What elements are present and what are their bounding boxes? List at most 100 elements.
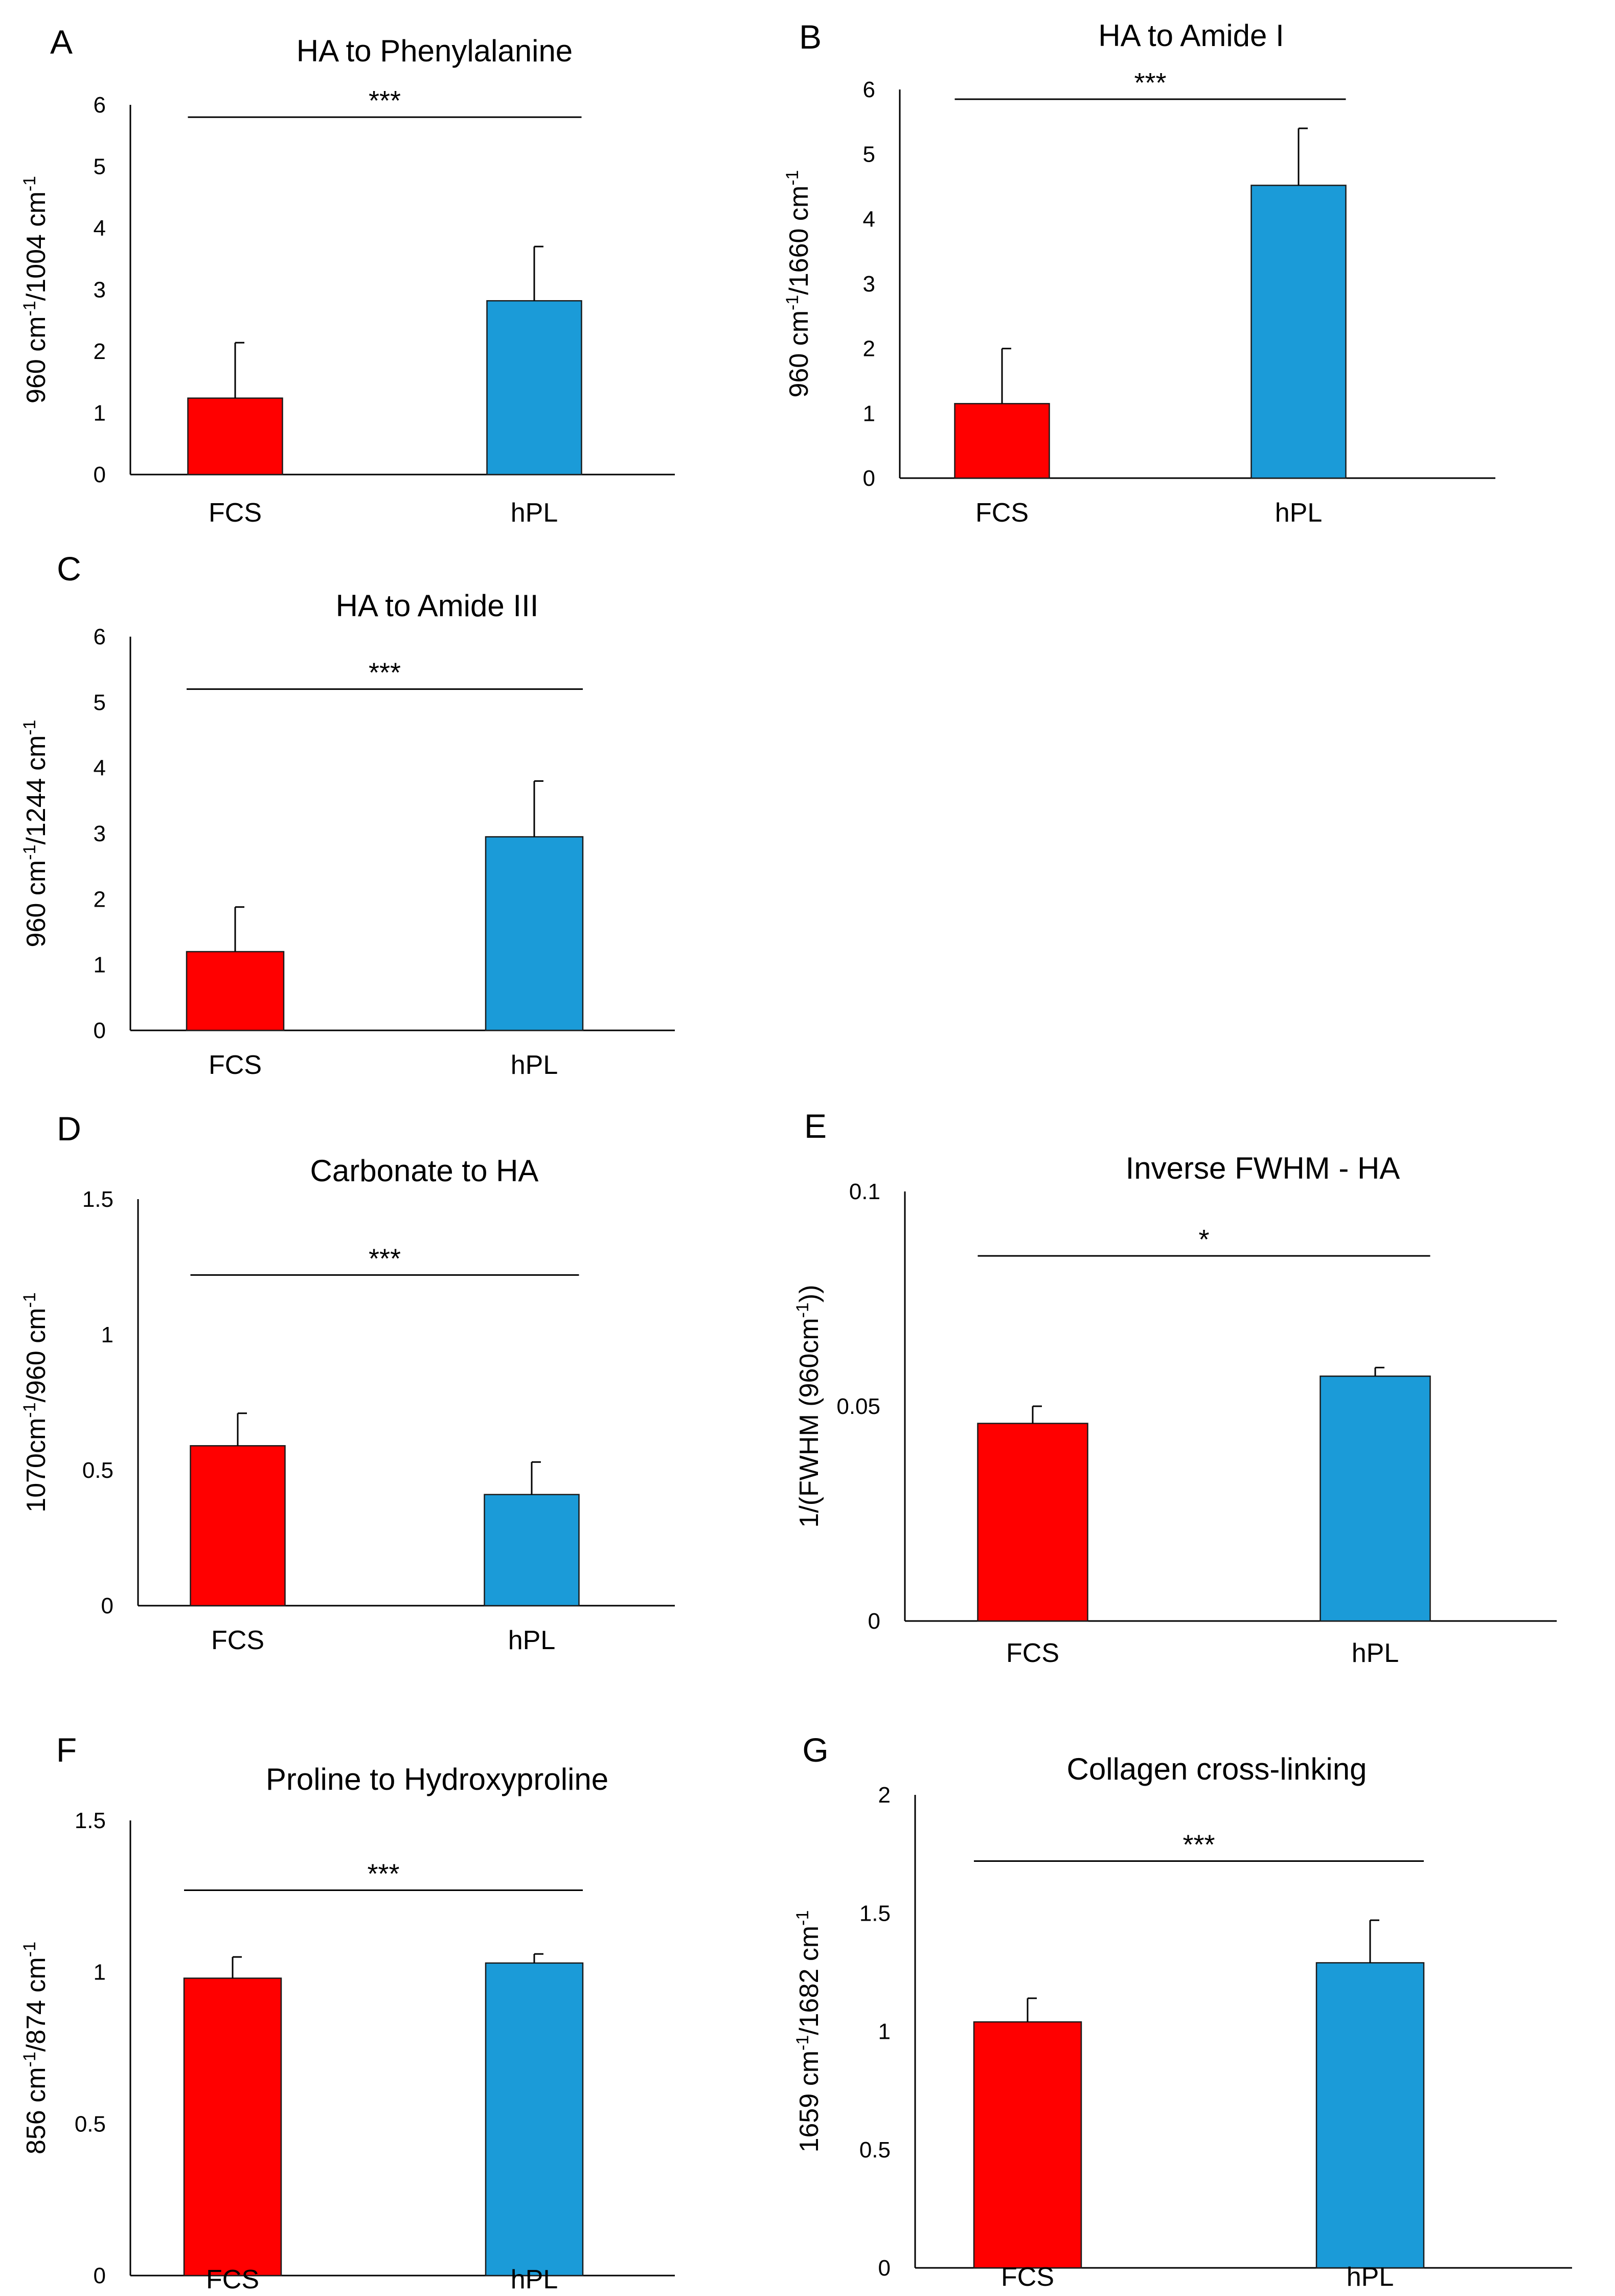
panel-letter-f: F — [56, 1731, 77, 1769]
panel-letter-g: G — [802, 1731, 828, 1769]
y-tick-label-f: 1 — [94, 1960, 106, 1985]
y-tick-label-f: 0 — [94, 2263, 106, 2288]
significance-marker-a: *** — [369, 85, 401, 116]
y-tick-label-g: 0.5 — [859, 2137, 891, 2163]
y-tick-label-c: 5 — [94, 690, 106, 715]
bar-hpl-a — [486, 300, 582, 476]
y-axis-label-g: 1659 cm-1/1682 cm-1 — [793, 1910, 824, 2153]
y-tick-label-g: 1.5 — [859, 1901, 891, 1926]
panel-letter-b: B — [799, 18, 822, 56]
bar-fcs-c — [186, 951, 285, 1031]
y-tick-label-c: 4 — [94, 756, 106, 781]
y-tick-label-d: 1 — [101, 1322, 113, 1347]
category-label-hpl-b: hPL — [1275, 498, 1323, 528]
bar-fcs-f — [183, 1977, 282, 2277]
bar-hpl-c — [485, 836, 584, 1031]
chart-panel-e: E Inverse FWHM - HA 1/(FWHM (960cm-1)) 0 0.0… — [793, 1107, 1557, 1668]
bar-hpl-g — [1315, 1962, 1425, 2269]
y-axis-label-a: 960 cm-1/1004 cm-1 — [20, 176, 51, 403]
significance-marker-e: * — [1198, 1224, 1209, 1255]
chart-panel-b: B HA to Amide I 960 cm-1/1660 cm-1 0 1 2 3 4 5 6 F… — [783, 18, 1495, 528]
bar-hpl-b — [1250, 185, 1347, 479]
significance-marker-b: *** — [1134, 67, 1166, 98]
category-label-fcs-a: FCS — [209, 498, 262, 528]
y-axis-label-b: 960 cm-1/1660 cm-1 — [783, 170, 814, 398]
significance-marker-c: *** — [369, 658, 401, 688]
y-tick-label-f: 1.5 — [75, 1808, 106, 1833]
y-tick-label-a: 0 — [94, 462, 106, 487]
y-tick-label-d: 0.5 — [82, 1458, 113, 1483]
y-tick-label-b: 1 — [863, 401, 875, 426]
y-tick-label-c: 1 — [94, 953, 106, 978]
y-tick-label-a: 3 — [94, 278, 106, 303]
y-tick-label-b: 6 — [863, 77, 875, 102]
y-tick-label-b: 0 — [863, 466, 875, 491]
y-axis-label-d: 1070cm-1/960 cm-1 — [20, 1292, 51, 1512]
y-tick-label-g: 0 — [878, 2256, 891, 2281]
y-tick-label-a: 2 — [94, 339, 106, 364]
bar-fcs-g — [973, 2021, 1082, 2269]
chart-title-a: HA to Phenylalanine — [297, 34, 573, 68]
chart-title-g: Collagen cross-linking — [1067, 1752, 1367, 1786]
significance-marker-g: *** — [1182, 1830, 1215, 1860]
panel-letter-e: E — [804, 1107, 827, 1145]
chart-title-c: HA to Amide III — [336, 589, 539, 623]
category-label-hpl-g: hPL — [1347, 2262, 1394, 2292]
y-tick-label-e: 0.05 — [836, 1394, 880, 1419]
y-tick-label-c: 3 — [94, 821, 106, 846]
y-tick-label-f: 0.5 — [75, 2111, 106, 2136]
chart-panel-g: G Collagen cross-linking 1659 cm-1/1682 cm… — [793, 1731, 1572, 2292]
chart-panel-f: F Proline to Hydroxyproline 856 cm-1/874 c… — [20, 1731, 675, 2294]
chart-panel-a: A HA to Phenylalanine 960 cm-1/1004 cm-1 0 1… — [20, 23, 675, 528]
category-label-fcs-g: FCS — [1001, 2262, 1054, 2292]
panel-letter-d: D — [57, 1110, 81, 1147]
category-label-fcs-d: FCS — [211, 1626, 264, 1655]
category-label-fcs-f: FCS — [206, 2265, 259, 2294]
bar-fcs-a — [187, 397, 283, 476]
bar-fcs-e — [977, 1423, 1088, 1622]
chart-title-f: Proline to Hydroxyproline — [266, 1762, 608, 1796]
y-tick-label-c: 2 — [94, 887, 106, 912]
bar-hpl-f — [485, 1962, 584, 2277]
significance-marker-d: *** — [369, 1243, 401, 1274]
y-tick-label-c: 0 — [94, 1018, 106, 1043]
panel-letter-c: C — [57, 550, 81, 588]
category-label-hpl-e: hPL — [1352, 1638, 1399, 1668]
category-label-hpl-d: hPL — [508, 1626, 556, 1655]
y-tick-label-a: 1 — [94, 401, 106, 426]
category-label-hpl-c: hPL — [511, 1050, 558, 1080]
y-tick-label-a: 6 — [94, 93, 106, 118]
bar-hpl-d — [484, 1494, 580, 1607]
significance-marker-f: *** — [367, 1858, 399, 1889]
category-label-fcs-c: FCS — [209, 1050, 262, 1080]
y-tick-label-d: 1.5 — [82, 1187, 113, 1212]
y-axis-label-c: 960 cm-1/1244 cm-1 — [20, 720, 51, 948]
y-tick-label-e: 0 — [868, 1609, 880, 1634]
y-tick-label-e: 0.1 — [849, 1179, 880, 1204]
chart-panel-c: C HA to Amide III 960 cm-1/1244 cm-1 0 1 2 3 4 5… — [20, 550, 675, 1080]
chart-title-e: Inverse FWHM - HA — [1126, 1151, 1400, 1185]
y-tick-label-c: 6 — [94, 624, 106, 649]
y-tick-label-b: 2 — [863, 336, 875, 362]
category-label-hpl-f: hPL — [511, 2265, 558, 2294]
category-label-fcs-b: FCS — [975, 498, 1029, 528]
y-tick-label-b: 3 — [863, 272, 875, 297]
y-axis-label-e: 1/(FWHM (960cm-1)) — [793, 1285, 824, 1527]
chart-title-b: HA to Amide I — [1098, 18, 1284, 53]
bar-hpl-e — [1320, 1375, 1431, 1622]
y-tick-label-d: 0 — [101, 1593, 113, 1618]
y-tick-label-a: 4 — [94, 216, 106, 241]
bar-fcs-b — [954, 403, 1050, 479]
chart-title-d: Carbonate to HA — [310, 1154, 539, 1188]
y-tick-label-b: 4 — [863, 207, 875, 232]
category-label-fcs-e: FCS — [1006, 1638, 1059, 1668]
y-axis-label-f: 856 cm-1/874 cm-1 — [20, 1942, 51, 2154]
bar-fcs-d — [190, 1445, 286, 1607]
y-tick-label-a: 5 — [94, 154, 106, 179]
panel-letter-a: A — [50, 23, 73, 61]
y-tick-label-g: 1 — [878, 2019, 891, 2044]
y-tick-label-g: 2 — [878, 1783, 891, 1808]
y-tick-label-b: 5 — [863, 142, 875, 167]
chart-panel-d: D Carbonate to HA 1070cm-1/960 cm-1 0 0.5 1 1.… — [20, 1110, 675, 1655]
